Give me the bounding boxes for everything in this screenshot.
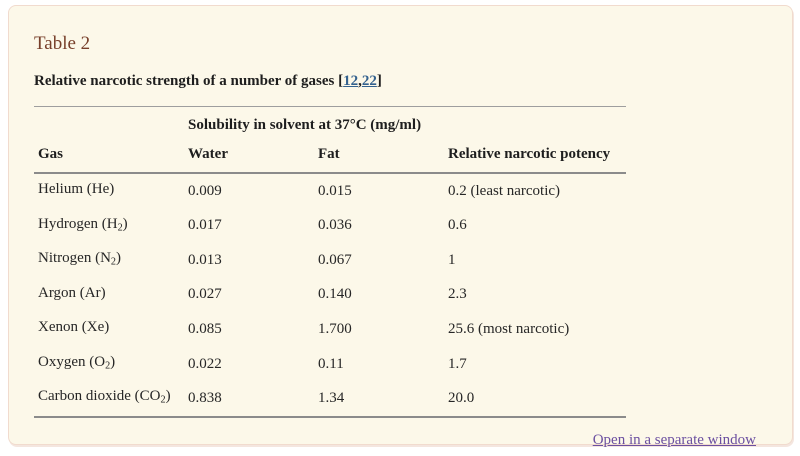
column-header-gas: Gas [34, 141, 184, 174]
column-header-fat: Fat [314, 141, 444, 174]
table-row-xenon: Xenon (Xe) 0.085 1.700 25.6 (most narcot… [34, 312, 626, 347]
gas-cell: Oxygen (O2) [34, 347, 184, 382]
table-row-nitrogen: Nitrogen (N2) 0.013 0.067 1 [34, 243, 626, 278]
gas-name: Helium (He) [38, 181, 115, 197]
potency-cell: 25.6 (most narcotic) [448, 320, 570, 337]
gas-cell: Helium (He) [34, 173, 184, 209]
potency-cell: 1 [448, 251, 456, 268]
gas-name-suffix: ) [116, 250, 121, 267]
column-header-potency: Relative narcotic potency [444, 141, 626, 174]
table-row-carbon-dioxide: Carbon dioxide (CO2) 0.838 1.34 20.0 [34, 381, 626, 418]
gas-name: Nitrogen (N [38, 250, 111, 267]
fat-solubility-cell: 0.067 [318, 251, 352, 268]
table-caption: Relative narcotic strength of a number o… [34, 72, 756, 91]
fat-solubility-cell: 0.036 [318, 217, 352, 234]
gas-name: Carbon dioxide (CO [38, 388, 161, 405]
solubility-table: Solubility in solvent at 37°C (mg/ml) Ga… [34, 106, 626, 418]
gas-name: Oxygen (O [38, 353, 106, 370]
table-label: Table 2 [34, 33, 91, 54]
gas-cell: Xenon (Xe) [34, 312, 184, 347]
caption-separator: , [358, 73, 362, 89]
citation-link-12[interactable]: 12 [343, 73, 359, 89]
gas-cell: Carbon dioxide (CO2) [34, 381, 184, 418]
caption-bracket-open: [ [338, 73, 344, 89]
gas-subscript: 2 [110, 256, 116, 268]
fat-solubility-cell: 0.11 [318, 355, 344, 372]
caption-text: Relative narcotic strength of a number o… [34, 73, 335, 89]
span-header-row: Solubility in solvent at 37°C (mg/ml) [34, 107, 626, 142]
citation-link-22[interactable]: 22 [361, 73, 377, 89]
potency-cell: 2.3 [448, 286, 467, 303]
column-header-row: Gas Water Fat Relative narcotic potency [34, 141, 626, 174]
fat-solubility-cell: 0.015 [318, 182, 352, 199]
gas-subscript: 2 [160, 394, 166, 406]
column-header-water: Water [184, 141, 314, 174]
table-footer: Open in a separate window [34, 431, 756, 450]
open-separate-window-link[interactable]: Open in a separate window [592, 431, 756, 448]
table-row-oxygen: Oxygen (O2) 0.022 0.11 1.7 [34, 347, 626, 382]
gas-name-suffix: ) [122, 215, 128, 232]
table-row-argon: Argon (Ar) 0.027 0.140 2.3 [34, 278, 626, 313]
water-solubility-cell: 0.017 [188, 217, 222, 234]
potency-cell: 0.6 [448, 217, 467, 234]
span-header-empty-cell [444, 107, 626, 142]
water-solubility-cell: 0.085 [188, 320, 222, 337]
gas-name-suffix: ) [110, 353, 116, 370]
water-solubility-cell: 0.009 [188, 182, 222, 199]
gas-subscript: 2 [117, 222, 123, 234]
gas-name: Xenon (Xe) [38, 319, 110, 336]
fat-solubility-cell: 1.34 [314, 381, 444, 418]
water-solubility-cell: 0.022 [188, 355, 222, 372]
fat-solubility-cell: 1.700 [318, 320, 352, 337]
potency-cell: 20.0 [444, 381, 626, 418]
potency-cell: 0.2 (least narcotic) [448, 182, 561, 199]
span-header-empty-cell [34, 107, 184, 142]
table-card: Table 2 Relative narcotic strength of a … [8, 5, 793, 448]
gas-name-suffix: ) [165, 388, 171, 405]
gas-name: Argon (Ar) [38, 284, 106, 301]
water-solubility-cell: 0.027 [188, 286, 222, 303]
table-row-helium: Helium (He) 0.009 0.015 0.2 (least narco… [34, 173, 626, 209]
water-solubility-cell: 0.013 [188, 251, 222, 268]
table-row-hydrogen: Hydrogen (H2) 0.017 0.036 0.6 [34, 209, 626, 244]
gas-cell: Argon (Ar) [34, 278, 184, 313]
gas-subscript: 2 [105, 360, 111, 372]
fat-solubility-cell: 0.140 [318, 286, 352, 303]
gas-cell: Hydrogen (H2) [34, 209, 184, 244]
caption-bracket-close: ] [376, 73, 382, 89]
gas-cell: Nitrogen (N2) [34, 243, 184, 278]
potency-cell: 1.7 [448, 355, 467, 372]
solubility-span-header: Solubility in solvent at 37°C (mg/ml) [188, 117, 422, 133]
gas-name: Hydrogen (H [38, 215, 118, 232]
water-solubility-cell: 0.838 [184, 381, 314, 418]
